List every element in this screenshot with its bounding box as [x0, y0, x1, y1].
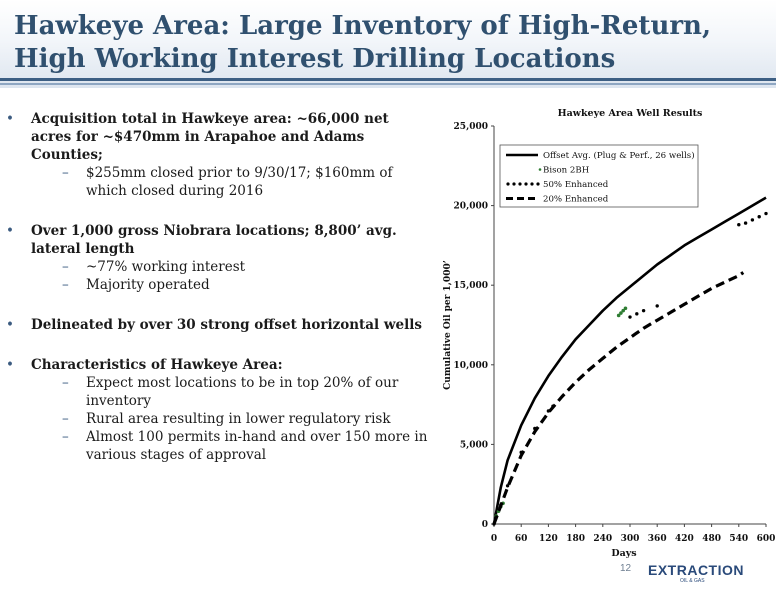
x-tick-label: 120	[539, 534, 558, 544]
x-tick-label: 360	[648, 534, 667, 544]
series-point-50pct	[641, 308, 646, 313]
legend-swatch	[506, 182, 510, 186]
bullet-item: • Over 1,000 gross Niobrara locations; 8,…	[0, 222, 430, 294]
y-tick-label: 15,000	[454, 281, 488, 291]
series-point-50pct	[505, 484, 510, 488]
legend-label: 50% Enhanced	[543, 180, 609, 190]
sub-bullet-text: Majority operated	[86, 277, 210, 293]
sub-bullet-text: $255mm closed prior to 9/30/17; $160mm o…	[86, 165, 393, 199]
bullet-marker: •	[6, 223, 14, 239]
series-point-50pct	[750, 218, 755, 222]
series-line-offset-avg	[492, 196, 767, 525]
page-number: 12	[620, 563, 632, 574]
bullet-marker: •	[6, 111, 14, 127]
chart-title: Hawkeye Area Well Results	[558, 108, 703, 119]
logo-text: EXTRACTION	[648, 562, 744, 578]
sub-bullet-marker: –	[62, 277, 69, 293]
company-logo: EXTRACTION OIL & GAS	[648, 562, 744, 592]
bullet-text: Acquisition total in Hawkeye area: ~66,0…	[31, 111, 389, 163]
x-tick-label: 240	[593, 534, 612, 544]
series-line-20pct	[492, 271, 745, 525]
bullet-text: Delineated by over 30 strong offset hori…	[31, 317, 422, 333]
legend-swatch	[538, 168, 542, 171]
series-point-50pct	[764, 211, 768, 216]
sub-bullet-text: Rural area resulting in lower regulatory…	[86, 411, 391, 427]
page-title: Hawkeye Area: Large Inventory of High-Re…	[14, 11, 711, 74]
bullet-list: • Acquisition total in Hawkeye area: ~66,…	[0, 110, 430, 464]
well-results-chart: Hawkeye Area Well Results 0 5,000 10,000 15,…	[436, 100, 776, 570]
series-point-50pct	[743, 221, 748, 225]
series-point-50pct	[757, 215, 761, 219]
y-tick-label: 10,000	[454, 361, 488, 371]
legend-swatch	[524, 182, 528, 186]
sub-bullet-item: – ~77% working interest	[31, 258, 430, 276]
chart-svg: Hawkeye Area Well Results 0 5,000 10,000 15,…	[443, 108, 776, 559]
sub-bullet-marker: –	[62, 411, 69, 427]
series-point-50pct	[635, 312, 639, 316]
series-point-bison	[623, 306, 628, 311]
sub-bullet-marker: –	[62, 165, 69, 181]
y-tick-label: 20,000	[454, 202, 488, 212]
x-tick-label: 540	[729, 534, 748, 544]
y-tick-label: 0	[482, 520, 488, 530]
sub-bullet-item: – Rural area resulting in lower regulator…	[31, 410, 430, 428]
bullet-text: Characteristics of Hawkeye Area:	[31, 357, 283, 373]
x-axis-label: Days	[611, 548, 636, 559]
sub-bullet-marker: –	[62, 429, 69, 445]
bullet-item: • Characteristics of Hawkeye Area: – Expect…	[0, 356, 430, 464]
legend-label: Offset Avg. (Plug & Perf., 26 wells)	[543, 150, 695, 161]
sub-bullet-item: – Expect most locations to be in top 20% …	[31, 374, 430, 410]
sub-bullet-item: – Almost 100 permits in-hand and over 150…	[31, 428, 430, 464]
legend-swatch	[536, 182, 540, 186]
header-rule-secondary	[0, 83, 776, 85]
header-rule-primary	[0, 78, 776, 81]
x-tick-label: 180	[566, 534, 585, 544]
header-band: Hawkeye Area: Large Inventory of High-Re…	[0, 0, 776, 88]
legend-swatch	[530, 182, 534, 186]
y-axis-label: Cumulative Oil per 1,000’	[443, 260, 453, 390]
sub-bullet-marker: –	[62, 375, 69, 391]
bullet-item: • Acquisition total in Hawkeye area: ~66,…	[0, 110, 430, 200]
bullet-marker: •	[6, 317, 14, 333]
x-tick-label: 300	[621, 534, 640, 544]
x-tick-label: 60	[515, 534, 528, 544]
sub-bullet-item: – $255mm closed prior to 9/30/17; $160mm …	[31, 164, 430, 200]
logo-subtext: OIL & GAS	[680, 578, 705, 584]
sub-bullet-text: ~77% working interest	[86, 259, 246, 275]
series-point-50pct	[737, 223, 741, 227]
series-point-50pct	[655, 304, 659, 308]
y-tick-label: 25,000	[454, 122, 488, 132]
sub-bullet-item: – Majority operated	[31, 276, 430, 294]
x-tick-label: 480	[702, 534, 721, 544]
legend-swatch	[512, 182, 516, 186]
y-tick-label: 5,000	[460, 440, 488, 450]
series-point-bison	[616, 313, 621, 318]
legend-swatch	[518, 182, 522, 186]
series-point-50pct	[628, 315, 632, 319]
legend-label: 20% Enhanced	[543, 195, 609, 205]
sub-bullet-text: Almost 100 permits in-hand and over 150 …	[86, 429, 428, 463]
series-point-bison	[619, 311, 623, 315]
legend-label: Bison 2BH	[543, 166, 590, 176]
bullet-text: Over 1,000 gross Niobrara locations; 8,8…	[31, 223, 397, 257]
x-tick-label: 600	[757, 534, 776, 544]
bullet-marker: •	[6, 357, 14, 373]
x-tick-label: 420	[675, 534, 694, 544]
sub-bullet-text: Expect most locations to be in top 20% o…	[86, 375, 399, 409]
bullet-item: • Delineated by over 30 strong offset hor…	[0, 316, 430, 334]
sub-bullet-marker: –	[62, 259, 69, 275]
x-tick-label: 0	[491, 534, 497, 544]
series-point-bison	[621, 308, 625, 313]
